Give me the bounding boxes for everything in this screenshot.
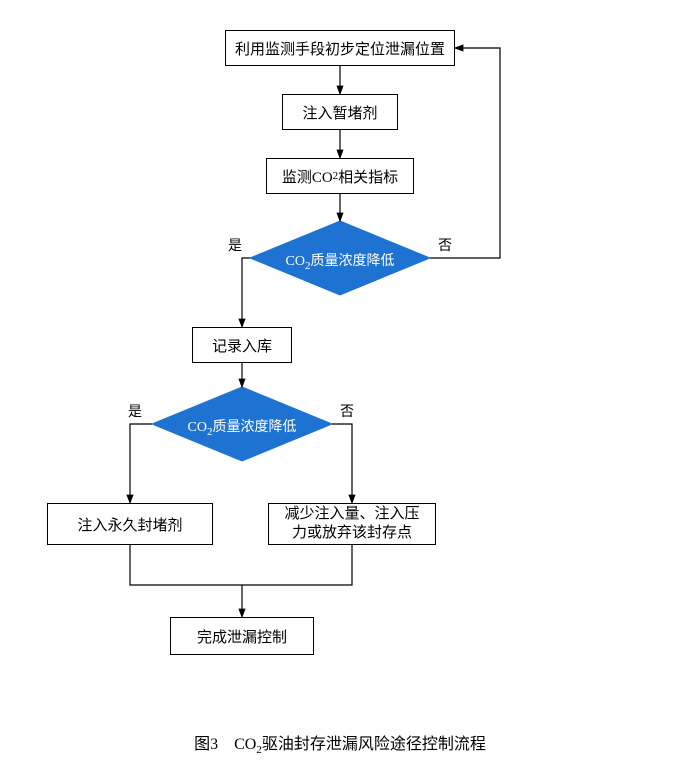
caption-prefix: 图3 — [194, 736, 218, 753]
node-reduce-or-abandon: 减少注入量、注入压力或放弃该封存点 — [268, 503, 436, 545]
caption-text: CO2驱油封存泄漏风险途径控制流程 — [234, 736, 486, 753]
edge-n5-merge — [130, 545, 242, 585]
decision-2-text: CO2质量浓度降低 — [152, 416, 332, 438]
node-monitor-co2: 监测CO2相关指标 — [266, 158, 414, 194]
figure-caption: 图3 CO2驱油封存泄漏风险途径控制流程 — [150, 730, 530, 756]
node-complete-control: 完成泄漏控制 — [170, 617, 314, 655]
node-inject-permanent: 注入永久封堵剂 — [47, 503, 213, 545]
node-record: 记录入库 — [192, 327, 292, 363]
label-d1-yes: 是 — [228, 235, 242, 255]
edge-d1-yes-n4 — [242, 258, 250, 327]
node-locate-leak: 利用监测手段初步定位泄漏位置 — [225, 30, 455, 66]
edge-d2-no-n6 — [332, 424, 352, 503]
decision-1-text: CO2质量浓度降低 — [250, 250, 430, 272]
edge-d1-no-loop — [430, 48, 500, 258]
edge-d2-yes-n5 — [130, 424, 152, 503]
edge-n6-merge — [242, 545, 352, 585]
decision-2-shape — [152, 387, 332, 461]
decision-1-shape — [250, 221, 430, 295]
label-d2-no: 否 — [340, 401, 354, 421]
node-inject-temp-plug: 注入暂堵剂 — [282, 94, 398, 130]
label-d2-yes: 是 — [128, 401, 142, 421]
label-d1-no: 否 — [438, 235, 452, 255]
